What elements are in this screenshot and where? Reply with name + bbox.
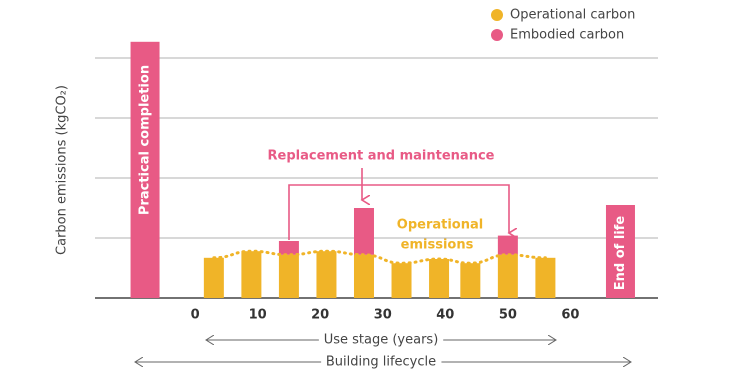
bar-segment: [316, 251, 337, 298]
bar-segment: [605, 205, 635, 298]
y-axis-label: Carbon emissions (kgCO₂): [55, 85, 70, 255]
x-tick-label: 40: [436, 308, 454, 323]
bar-segment: [460, 263, 481, 298]
replacement-label: Replacement and maintenance: [268, 149, 495, 164]
legend-marker: [491, 29, 503, 41]
legend-marker: [491, 9, 503, 21]
bar-segment: [278, 254, 299, 298]
bar-segment: [429, 259, 450, 298]
bar-segment: [241, 251, 262, 298]
bar-annotation: Practical completion: [138, 65, 153, 215]
bar-segment: [497, 235, 518, 255]
lifecycle-label: Building lifecycle: [326, 355, 436, 370]
bar-segment: [353, 208, 374, 255]
operational-label: Operational: [397, 218, 483, 233]
bar-segment: [353, 254, 374, 298]
legend-label: Operational carbon: [510, 8, 635, 23]
bar-segment: [278, 241, 299, 255]
legend-label: Embodied carbon: [510, 28, 624, 43]
x-tick-label: 60: [561, 308, 579, 323]
x-tick-label: 10: [249, 308, 267, 323]
bar-segment: [535, 257, 556, 298]
bar-segment: [130, 41, 160, 299]
operational-trend: [212, 249, 547, 265]
x-axis-label: Use stage (years): [324, 333, 439, 348]
x-tick-label: 50: [499, 308, 517, 323]
replacement-bracket: [288, 168, 509, 240]
bar-annotation: End of life: [613, 216, 628, 291]
bar-segment: [391, 263, 412, 298]
x-tick-label: 20: [311, 308, 329, 323]
x-tick-label: 30: [374, 308, 392, 323]
bar-segment: [497, 254, 518, 298]
x-tick-label: 0: [191, 308, 200, 323]
bar-segment: [203, 257, 224, 298]
operational-label: emissions: [401, 238, 474, 253]
